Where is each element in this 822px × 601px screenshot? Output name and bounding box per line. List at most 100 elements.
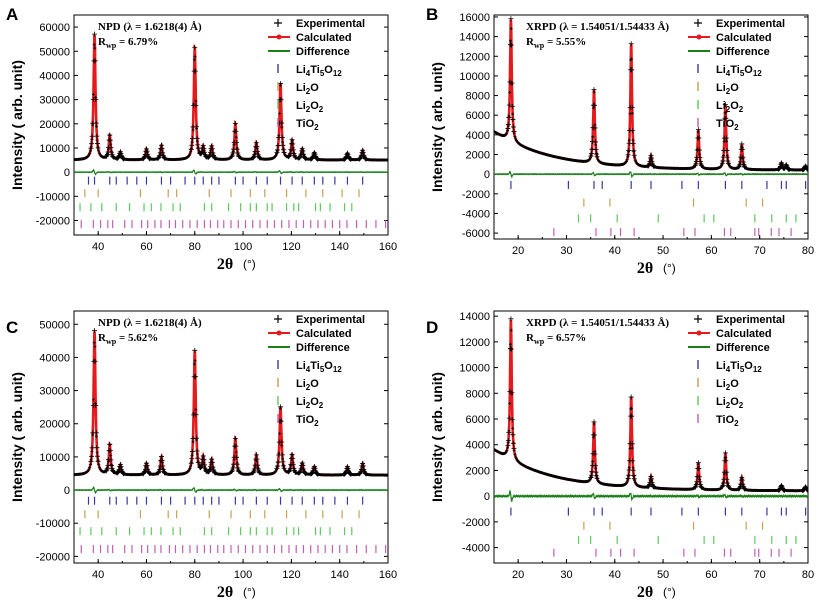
experimental-point bbox=[93, 96, 99, 102]
experimental-point bbox=[206, 153, 212, 159]
phase-ticks-0 bbox=[87, 176, 364, 185]
experimental-point bbox=[195, 142, 201, 148]
experimental-point bbox=[299, 146, 305, 152]
x-tick-label: 80 bbox=[802, 569, 814, 581]
experimental-point bbox=[193, 412, 199, 418]
experimental-point bbox=[275, 459, 281, 465]
experimental-point bbox=[511, 129, 517, 135]
y-tick-label: 30000 bbox=[39, 95, 70, 107]
x-tick-label: 30 bbox=[560, 245, 572, 257]
legend: Experimental Calculated Difference Li4Ti5O1… bbox=[268, 314, 365, 428]
phase-ticks-0 bbox=[510, 180, 807, 189]
difference-series bbox=[74, 486, 388, 495]
difference-series bbox=[74, 168, 388, 176]
experimental-point bbox=[286, 468, 292, 474]
experimental-point bbox=[593, 139, 599, 145]
experimental-point bbox=[145, 466, 151, 472]
experimental-point bbox=[630, 128, 636, 134]
experimental-point bbox=[104, 465, 110, 471]
phase-legend-label: Li2O bbox=[296, 82, 319, 96]
experimental-series bbox=[74, 328, 388, 477]
experimental-point bbox=[212, 469, 218, 475]
experimental-point bbox=[725, 160, 731, 166]
experimental-point bbox=[94, 141, 100, 147]
experimental-point bbox=[146, 155, 152, 161]
phase-ticks-1 bbox=[84, 510, 360, 519]
experimental-point bbox=[90, 450, 94, 454]
experimental-point bbox=[189, 456, 195, 462]
experimental-point bbox=[625, 480, 629, 484]
difference-series bbox=[494, 170, 808, 179]
x-axis-label: 2θ bbox=[637, 260, 653, 277]
plot-frame bbox=[73, 14, 389, 236]
experimental-point bbox=[194, 448, 200, 454]
experimental-point bbox=[280, 444, 284, 448]
experimental-point bbox=[146, 470, 152, 476]
annotation-rwp: Rwp = 6.57% bbox=[526, 332, 586, 346]
experimental-point bbox=[292, 154, 298, 160]
experimental-point bbox=[279, 452, 285, 458]
experimental-point bbox=[147, 156, 153, 162]
experimental-point bbox=[357, 470, 363, 476]
experimental-point bbox=[192, 58, 196, 62]
experimental-point bbox=[650, 483, 656, 489]
experimental-point bbox=[650, 162, 656, 168]
experimental-point bbox=[144, 463, 150, 469]
experimental-point bbox=[155, 469, 161, 475]
experimental-point bbox=[723, 458, 729, 464]
annotation-title: NPD (λ = 1.6218(4) Å) bbox=[98, 317, 202, 329]
experimental-point bbox=[593, 463, 599, 469]
experimental-point bbox=[194, 99, 198, 103]
experimental-point bbox=[724, 480, 730, 486]
experimental-point bbox=[588, 474, 594, 480]
experimental-point bbox=[192, 347, 198, 353]
experimental-point bbox=[315, 471, 321, 477]
experimental-point bbox=[89, 445, 95, 451]
experimental-point bbox=[89, 141, 95, 147]
legend-label: Difference bbox=[716, 46, 770, 58]
legend-label: Difference bbox=[296, 342, 350, 354]
experimental-point bbox=[297, 154, 303, 160]
y-tick-label: -20000 bbox=[36, 215, 70, 227]
x-axis-unit: (°) bbox=[663, 261, 676, 275]
y-tick-label: 12000 bbox=[459, 337, 490, 349]
y-tick-label: 8000 bbox=[466, 388, 490, 400]
y-tick-label: -20000 bbox=[36, 551, 70, 563]
experimental-point bbox=[278, 112, 282, 116]
experimental-point bbox=[362, 155, 368, 161]
y-tick-label: 10000 bbox=[39, 452, 70, 464]
experimental-point bbox=[625, 152, 631, 158]
experimental-point bbox=[91, 92, 95, 96]
legend-marker-cross bbox=[274, 315, 282, 323]
experimental-point bbox=[360, 460, 366, 466]
experimental-point bbox=[275, 142, 281, 148]
experimental-point bbox=[504, 450, 508, 454]
panel-label: A bbox=[6, 5, 18, 24]
experimental-point bbox=[363, 471, 369, 477]
experimental-point bbox=[630, 406, 634, 410]
experimental-point bbox=[724, 154, 730, 160]
x-axis-unit: (°) bbox=[663, 585, 676, 599]
experimental-point bbox=[108, 145, 114, 151]
experimental-point bbox=[201, 149, 207, 155]
annotation-title: XRPD (λ = 1.54051/1.54433 Å) bbox=[526, 21, 669, 33]
phase-ticks-2 bbox=[79, 203, 353, 212]
experimental-point bbox=[236, 468, 242, 474]
y-tick-label: 4000 bbox=[466, 130, 490, 142]
experimental-point bbox=[696, 135, 702, 141]
x-tick-label: 40 bbox=[609, 245, 621, 257]
phase-legend-label: Li4Ti5O12 bbox=[296, 64, 342, 78]
experimental-point bbox=[696, 465, 702, 471]
experimental-point bbox=[740, 481, 746, 487]
experimental-point bbox=[117, 461, 123, 467]
x-tick-label: 60 bbox=[140, 241, 152, 253]
experimental-point bbox=[279, 439, 285, 445]
experimental-point bbox=[291, 466, 297, 472]
experimental-point bbox=[143, 460, 149, 466]
y-tick-label: 14000 bbox=[459, 32, 490, 44]
y-tick-label: 12000 bbox=[459, 51, 490, 63]
legend-marker-cross bbox=[694, 315, 702, 323]
y-tick-label: -6000 bbox=[462, 228, 490, 240]
experimental-point bbox=[188, 466, 192, 470]
experimental-point bbox=[300, 148, 306, 154]
